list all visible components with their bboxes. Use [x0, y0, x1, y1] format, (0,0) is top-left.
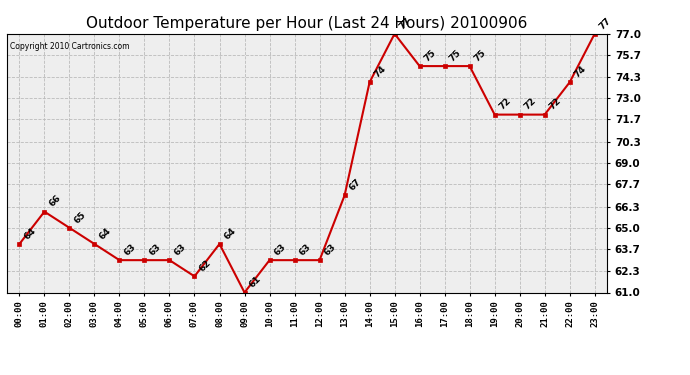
Text: 74: 74 — [373, 64, 388, 80]
Text: 64: 64 — [22, 226, 37, 241]
Text: 63: 63 — [273, 242, 288, 257]
Text: 65: 65 — [72, 210, 88, 225]
Text: Copyright 2010 Cartronics.com: Copyright 2010 Cartronics.com — [10, 42, 130, 51]
Text: 63: 63 — [172, 242, 188, 257]
Text: 75: 75 — [473, 48, 488, 63]
Text: 72: 72 — [497, 96, 513, 112]
Text: 72: 72 — [547, 96, 563, 112]
Text: 66: 66 — [47, 194, 62, 209]
Text: 63: 63 — [297, 242, 313, 257]
Text: 72: 72 — [522, 96, 538, 112]
Text: 61: 61 — [247, 274, 262, 290]
Text: 67: 67 — [347, 177, 363, 193]
Text: 63: 63 — [122, 242, 137, 257]
Text: 75: 75 — [447, 48, 463, 63]
Text: 64: 64 — [97, 226, 112, 241]
Text: 63: 63 — [322, 242, 337, 257]
Text: 77: 77 — [598, 16, 613, 31]
Text: 74: 74 — [573, 64, 588, 80]
Text: 77: 77 — [397, 16, 413, 31]
Text: 64: 64 — [222, 226, 237, 241]
Text: 75: 75 — [422, 48, 437, 63]
Text: 63: 63 — [147, 242, 162, 257]
Text: 62: 62 — [197, 258, 213, 273]
Title: Outdoor Temperature per Hour (Last 24 Hours) 20100906: Outdoor Temperature per Hour (Last 24 Ho… — [86, 16, 528, 31]
